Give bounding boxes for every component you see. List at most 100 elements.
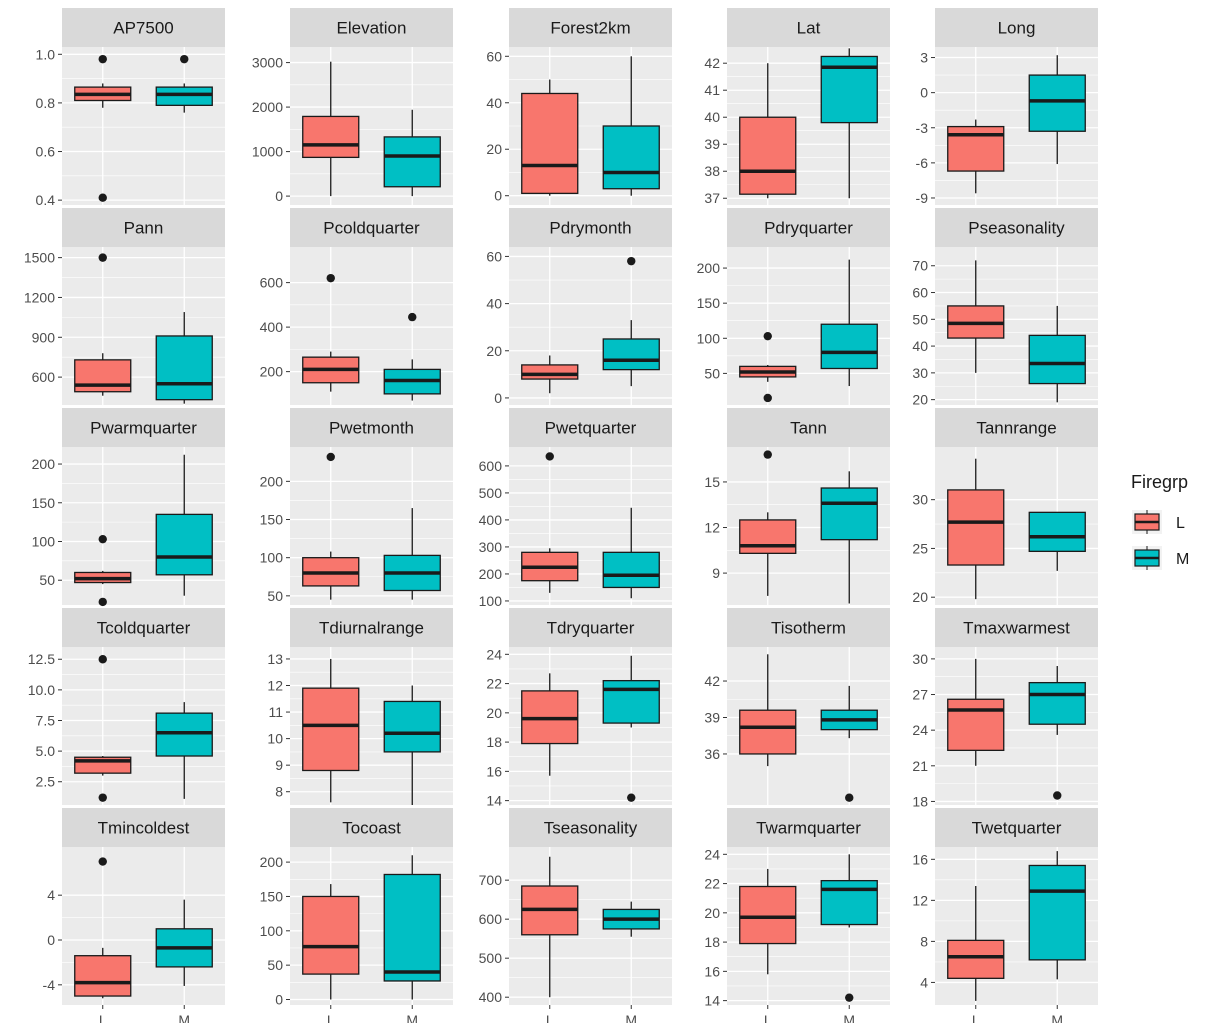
facet-strip: [935, 808, 1098, 847]
facet-panel: Elevation 0 1000 2000 3000: [252, 8, 453, 205]
y-tick-label: 300: [479, 539, 503, 555]
legend-title: Firegrp: [1131, 472, 1188, 492]
y-tick-label: 9: [712, 565, 720, 581]
box-m: [602, 655, 660, 802]
y-tick-label: 22: [704, 876, 720, 892]
box-l: [74, 54, 132, 202]
facet-strip: [62, 8, 225, 47]
facet-strip: [727, 8, 890, 47]
y-tick-label: 42: [704, 55, 720, 71]
y-tick-label: 40: [912, 338, 928, 354]
box-m: [1028, 55, 1086, 165]
box-body: [602, 551, 660, 589]
box-body: [739, 116, 797, 195]
facet-title: Lat: [797, 19, 821, 38]
facet-strip: [62, 208, 225, 247]
y-tick-label: 0.6: [36, 144, 56, 160]
facet-title: Tseasonality: [544, 819, 638, 838]
y-tick-label: 200: [260, 473, 284, 489]
box-body: [1028, 864, 1086, 961]
box-body: [947, 489, 1005, 566]
facet-strip: [290, 8, 453, 47]
box-m: [1028, 666, 1086, 800]
box-body: [155, 335, 213, 401]
y-tick-label: 600: [260, 275, 284, 291]
y-tick-label: 400: [479, 512, 503, 528]
facet-strip: [62, 608, 225, 647]
panel-background: [509, 247, 672, 405]
box-body: [155, 513, 213, 576]
box-body: [302, 687, 360, 772]
x-tick-label: L: [99, 1012, 107, 1023]
y-tick-label: 0: [494, 390, 502, 406]
legend-label: L: [1176, 515, 1185, 532]
outlier-point: [98, 54, 107, 64]
facet-panel: Pcoldquarter 200 400 600: [260, 208, 453, 405]
box-l: [521, 355, 579, 394]
facet-panel: Forest2km 0 20 40 60: [486, 8, 672, 205]
y-tick-label: 900: [32, 329, 56, 345]
y-tick-label: 18: [486, 734, 502, 750]
box-m: [820, 471, 878, 604]
y-tick-label: 18: [912, 793, 928, 809]
box-l: [302, 658, 360, 803]
box-body: [739, 885, 797, 945]
y-tick-label: 12: [912, 892, 928, 908]
facet-title: Pseasonality: [968, 219, 1065, 238]
facet-title: Pwarmquarter: [90, 419, 197, 438]
y-tick-label: 200: [260, 854, 284, 870]
facet-strip: [290, 808, 453, 847]
y-tick-label: 42: [704, 673, 720, 689]
y-tick-label: 200: [260, 364, 284, 380]
facet-panel: Tocoast 0 50 100 150 200 L M: [260, 808, 453, 1023]
box-m: [602, 901, 660, 937]
y-tick-label: 2.5: [36, 774, 56, 790]
facet-title: Twetquarter: [972, 819, 1062, 838]
x-tick-label: M: [1051, 1012, 1063, 1023]
box-m: [820, 685, 878, 802]
y-tick-label: 60: [912, 285, 928, 301]
y-tick-label: 150: [260, 512, 284, 528]
facet-title: Twarmquarter: [756, 819, 861, 838]
facet-title: Pdrymonth: [549, 219, 631, 238]
box-l: [739, 450, 797, 596]
y-tick-label: 400: [260, 319, 284, 335]
y-tick-label: 22: [486, 676, 502, 692]
y-tick-label: 600: [32, 369, 56, 385]
facet-title: Pwetquarter: [545, 419, 637, 438]
facet-panel: Tann 9 12 15: [704, 408, 890, 605]
facet-strip: [62, 408, 225, 447]
facet-panel: Twetquarter 4 8 12 16 L M: [912, 808, 1098, 1023]
facet-strip: [509, 608, 672, 647]
facet-panel: Pdrymonth 0 20 40 60: [486, 208, 672, 406]
y-tick-label: 60: [486, 248, 502, 264]
box-l: [947, 260, 1005, 373]
y-tick-label: 0.8: [36, 95, 56, 111]
outlier-point: [326, 452, 335, 462]
y-tick-label: 200: [697, 260, 721, 276]
box-m: [155, 899, 213, 986]
box-body: [1028, 334, 1086, 385]
box-body: [302, 895, 360, 975]
y-tick-label: 700: [479, 872, 503, 888]
facet-panel: Tdiurnalrange 8 9 10 11 12 13: [267, 608, 453, 805]
facet-strip: [509, 208, 672, 247]
y-tick-label: -3: [916, 120, 929, 136]
y-tick-label: 10: [267, 731, 283, 747]
x-tick-label: M: [625, 1012, 637, 1023]
facet-strip: [727, 208, 890, 247]
y-tick-label: 200: [32, 456, 56, 472]
outlier-point: [1053, 791, 1062, 800]
facet-title: Pwetmonth: [329, 419, 414, 438]
y-tick-label: 60: [486, 48, 502, 64]
y-tick-label: 38: [704, 163, 720, 179]
y-tick-label: 16: [704, 963, 720, 979]
facet-title: Tdiurnalrange: [319, 619, 424, 638]
facet-strip: [509, 8, 672, 47]
y-tick-label: 400: [479, 989, 503, 1005]
panel-background: [62, 47, 225, 205]
y-tick-label: 24: [486, 646, 502, 662]
box-l: [521, 452, 579, 593]
y-tick-label: 37: [704, 190, 720, 206]
y-tick-label: 150: [32, 495, 56, 511]
